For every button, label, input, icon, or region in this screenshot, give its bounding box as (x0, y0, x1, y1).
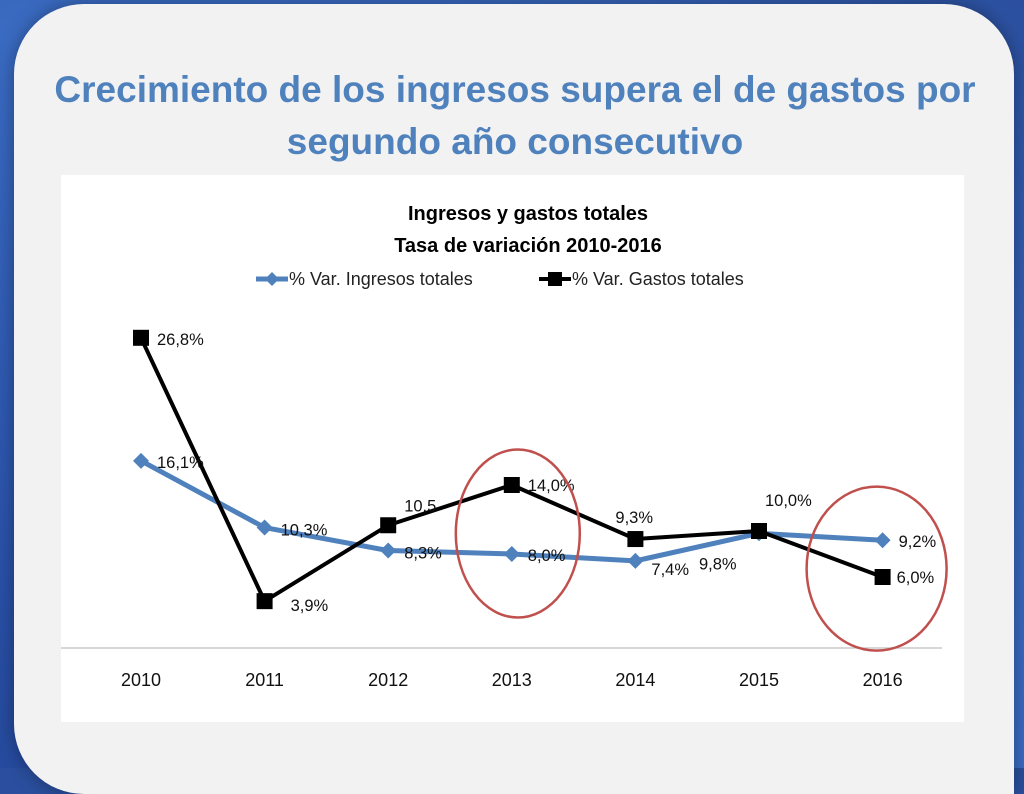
x-tick-label: 2013 (492, 670, 532, 690)
data-labels-layer: 16,1% 10,3% 8,3% 8,0% 7,4% 9,8% 9,2% 26,8% 3,9% 1… (157, 331, 937, 615)
chart-title: Ingresos y gastos totales (408, 203, 648, 225)
data-label-ingresos: 16,1% (157, 454, 204, 472)
x-tick-label: 2016 (863, 670, 903, 690)
series-layer (133, 329, 891, 610)
highlight-circle-2013 (454, 448, 582, 619)
data-label-ingresos: 8,0% (528, 547, 566, 565)
data-point-ingresos (874, 532, 891, 549)
x-tick-label: 2014 (615, 670, 655, 690)
chart-area: Ingresos y gastos totales Tasa de variac… (61, 175, 964, 722)
data-label-ingresos: 8,3% (404, 545, 442, 563)
data-point-gastos (256, 593, 273, 610)
data-label-ingresos: 10,3% (281, 522, 328, 540)
data-label-gastos: 6,0% (897, 569, 935, 587)
highlight-layer (454, 448, 948, 652)
data-point-ingresos (503, 546, 520, 562)
x-tick-label: 2012 (368, 670, 408, 690)
legend-marker-1 (548, 272, 562, 286)
legend-marker-0 (265, 272, 279, 286)
line-chart: Ingresos y gastos totales Tasa de variac… (61, 203, 948, 690)
legend-label-0: % Var. Ingresos totales (289, 269, 473, 289)
data-point-gastos (874, 569, 891, 585)
data-label-gastos: 3,9% (291, 597, 329, 615)
chart-legend: % Var. Ingresos totales % Var. Gastos tot… (256, 269, 744, 289)
chart-subtitle: Tasa de variación 2010-2016 (394, 235, 662, 257)
x-axis-ticks: 2010 2011 2012 2013 2014 2015 2016 (121, 670, 903, 690)
data-point-gastos (751, 523, 767, 539)
x-tick-label: 2015 (739, 670, 779, 690)
data-label-ingresos: 9,8% (699, 555, 737, 573)
data-point-ingresos (133, 452, 149, 469)
data-label-gastos: 14,0% (528, 477, 575, 495)
data-label-ingresos: 9,2% (899, 533, 937, 551)
data-point-gastos (380, 517, 397, 534)
data-label-ingresos: 7,4% (651, 561, 689, 579)
data-point-gastos (503, 477, 520, 493)
data-point-ingresos (380, 542, 397, 559)
slide-title: Crecimiento de los ingresos supera el de… (20, 64, 1010, 168)
data-label-gastos: 10,0% (765, 492, 812, 510)
series-line-ingresos (139, 458, 883, 564)
data-point-ingresos (256, 519, 273, 536)
legend-label-1: % Var. Gastos totales (572, 269, 744, 289)
data-point-gastos (133, 329, 149, 346)
data-label-gastos: 10,5 (404, 497, 436, 515)
data-label-gastos: 9,3% (615, 509, 653, 527)
data-label-gastos: 26,8% (157, 331, 204, 349)
slide-title-line1: Crecimiento de los ingresos supera el de… (54, 69, 976, 110)
data-point-ingresos (627, 552, 644, 569)
x-tick-label: 2011 (245, 670, 284, 690)
x-tick-label: 2010 (121, 670, 161, 690)
highlight-circle-2016 (805, 485, 948, 652)
slide-title-line2: segundo año consecutivo (286, 121, 744, 162)
data-point-gastos (627, 531, 644, 548)
